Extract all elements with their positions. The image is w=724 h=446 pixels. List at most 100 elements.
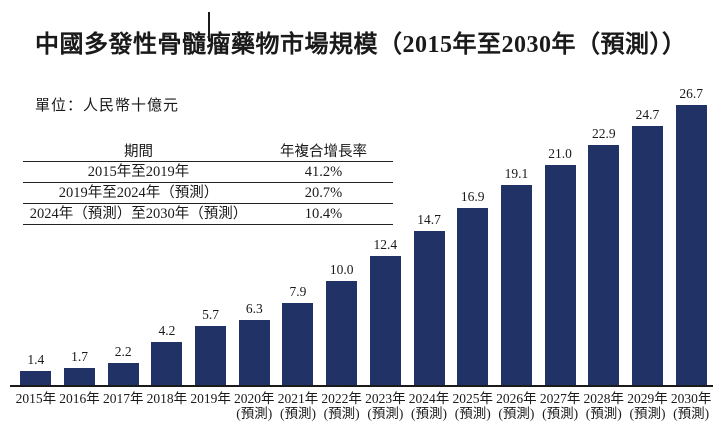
cagr-table-row: 2019年至2024年（預測） 20.7%: [23, 183, 393, 204]
bar-slot: 5.7: [189, 307, 233, 386]
bar: [282, 302, 314, 386]
title-cursor-line: [208, 12, 210, 41]
x-axis-year: 2030年: [670, 391, 712, 406]
cagr-table: 期間 年複合增長率 2015年至2019年 41.2% 2019年至2024年（預測…: [23, 142, 393, 225]
bar-slot: 22.9: [582, 126, 626, 386]
bar-value-label: 1.7: [71, 349, 88, 365]
x-axis-year: 2020年: [234, 391, 275, 406]
bar-value-label: 16.9: [460, 189, 485, 205]
bar-slot: 12.4: [364, 236, 408, 386]
cagr-table-header-row: 期間 年複合增長率: [23, 142, 393, 162]
bar: [500, 185, 532, 386]
x-axis-label: 2025年 (預測): [451, 391, 495, 421]
bar-value-label: 6.3: [245, 300, 263, 316]
x-axis-forecast-note: (預測): [323, 406, 360, 421]
bar: [238, 319, 270, 386]
x-axis-label: 2018年: [145, 391, 189, 421]
cagr-table-header-period: 期間: [124, 143, 153, 160]
x-axis-year: 2019年: [190, 391, 231, 406]
x-axis-labels: 2015年 2016年 2017年 2018年 2019年 2020年 (預測) 2021年(…: [14, 391, 713, 421]
x-axis-year: 2017年: [102, 391, 144, 406]
bar-slot: 1.7: [58, 349, 102, 386]
bar-value-label: 12.4: [373, 236, 398, 252]
bar-value-label: 19.1: [504, 166, 529, 181]
x-axis-label: 2016年: [58, 391, 102, 421]
bar: [369, 255, 401, 386]
x-axis-year: 2022年: [321, 391, 362, 406]
bar-value-label: 21.0: [548, 146, 572, 161]
x-axis-forecast-note: (預測): [411, 406, 448, 421]
bar-slot: 10.0: [320, 262, 364, 386]
x-axis-forecast-note: (預測): [673, 406, 710, 421]
cagr-table-body: 2015年至2019年 41.2% 2019年至2024年（預測） 20.7% 2024…: [23, 162, 393, 225]
x-axis-label: 2023年 (預測): [364, 391, 408, 421]
x-axis-label: 2029年 (預測): [626, 391, 670, 421]
x-axis-year: 2025年: [452, 391, 493, 406]
bar: [64, 368, 96, 386]
bar: [631, 126, 663, 386]
bar-slot: 19.1: [495, 166, 539, 386]
bar-value-label: 7.9: [289, 283, 307, 299]
bar-value-label: 24.7: [635, 107, 660, 122]
x-axis-label: 2019年: [189, 391, 233, 421]
cagr-table-row: 2024年（預測）至2030年（預測） 10.4%: [23, 204, 393, 225]
x-axis-year: 2029年: [627, 391, 668, 406]
x-axis-forecast-note: (預測): [454, 406, 491, 421]
bar-slot: 2.2: [101, 344, 145, 386]
bar-value-label: 26.7: [679, 86, 703, 101]
bar: [588, 145, 620, 386]
x-axis-forecast-note: (預測): [367, 406, 404, 421]
x-axis-year: 2018年: [146, 391, 188, 406]
bar: [151, 341, 183, 386]
bar-value-label: 2.2: [114, 343, 132, 359]
bar-slot: 14.7: [407, 212, 451, 386]
bar: [195, 326, 227, 386]
x-axis-label: 2028年 (預測): [582, 391, 626, 421]
x-axis-label: 2020年 (預測): [232, 391, 276, 421]
bar: [326, 280, 358, 386]
bar-value-label: 14.7: [417, 212, 441, 228]
bar-value-label: 5.7: [202, 307, 220, 322]
bar: [544, 165, 576, 386]
bar: [20, 371, 52, 386]
x-axis-year: 2024年: [408, 391, 450, 406]
x-axis-year: 2028年: [583, 391, 625, 406]
x-axis-label: 2022年 (預測): [320, 391, 364, 421]
cagr-value-cell: 41.2%: [304, 164, 343, 180]
x-axis-year: 2015年: [15, 391, 57, 406]
bar-value-label: 1.4: [27, 352, 45, 368]
bar-value-label: 4.2: [158, 322, 176, 338]
cagr-value-cell: 20.7%: [304, 185, 343, 201]
bar-slot: 24.7: [626, 107, 670, 386]
x-axis-year: 2016年: [59, 391, 100, 406]
x-axis-label: 2030年 (預測): [669, 391, 713, 421]
x-axis-year: 2026年: [496, 391, 537, 406]
bar-slot: 16.9: [451, 189, 495, 386]
bar-value-label: 10.0: [329, 261, 354, 277]
bar: [457, 208, 489, 386]
x-axis-forecast-note: (預測): [585, 406, 622, 421]
bar: [413, 231, 445, 386]
bar-slot: 26.7: [669, 86, 713, 386]
x-axis-label: 2021年 (預測): [276, 391, 320, 421]
x-axis-label: 2024年 (預測): [407, 391, 451, 421]
bar-slot: 1.4: [14, 352, 58, 386]
bar-slot: 4.2: [145, 323, 189, 386]
x-axis-year: 2027年: [539, 391, 581, 406]
bar-slot: 6.3: [232, 301, 276, 386]
bar-value-label: 22.9: [591, 126, 616, 141]
x-axis-forecast-note: (預測): [542, 406, 579, 421]
cagr-table-header-cagr: 年複合增長率: [280, 143, 367, 160]
x-axis-forecast-note: (預測): [498, 406, 535, 421]
x-axis-line: [10, 385, 713, 387]
bar-slot: 7.9: [276, 284, 320, 386]
x-axis-label: 2027年 (預測): [538, 391, 582, 421]
x-axis-label: 2017年: [101, 391, 145, 421]
cagr-period-cell: 2019年至2024年（預測）: [58, 185, 219, 201]
x-axis-forecast-note: (預測): [236, 406, 273, 421]
cagr-table-row: 2015年至2019年 41.2%: [23, 162, 393, 183]
cagr-period-cell: 2015年至2019年: [87, 164, 190, 180]
x-axis-year: 2021年: [277, 391, 319, 406]
cagr-value-cell: 10.4%: [304, 206, 343, 222]
